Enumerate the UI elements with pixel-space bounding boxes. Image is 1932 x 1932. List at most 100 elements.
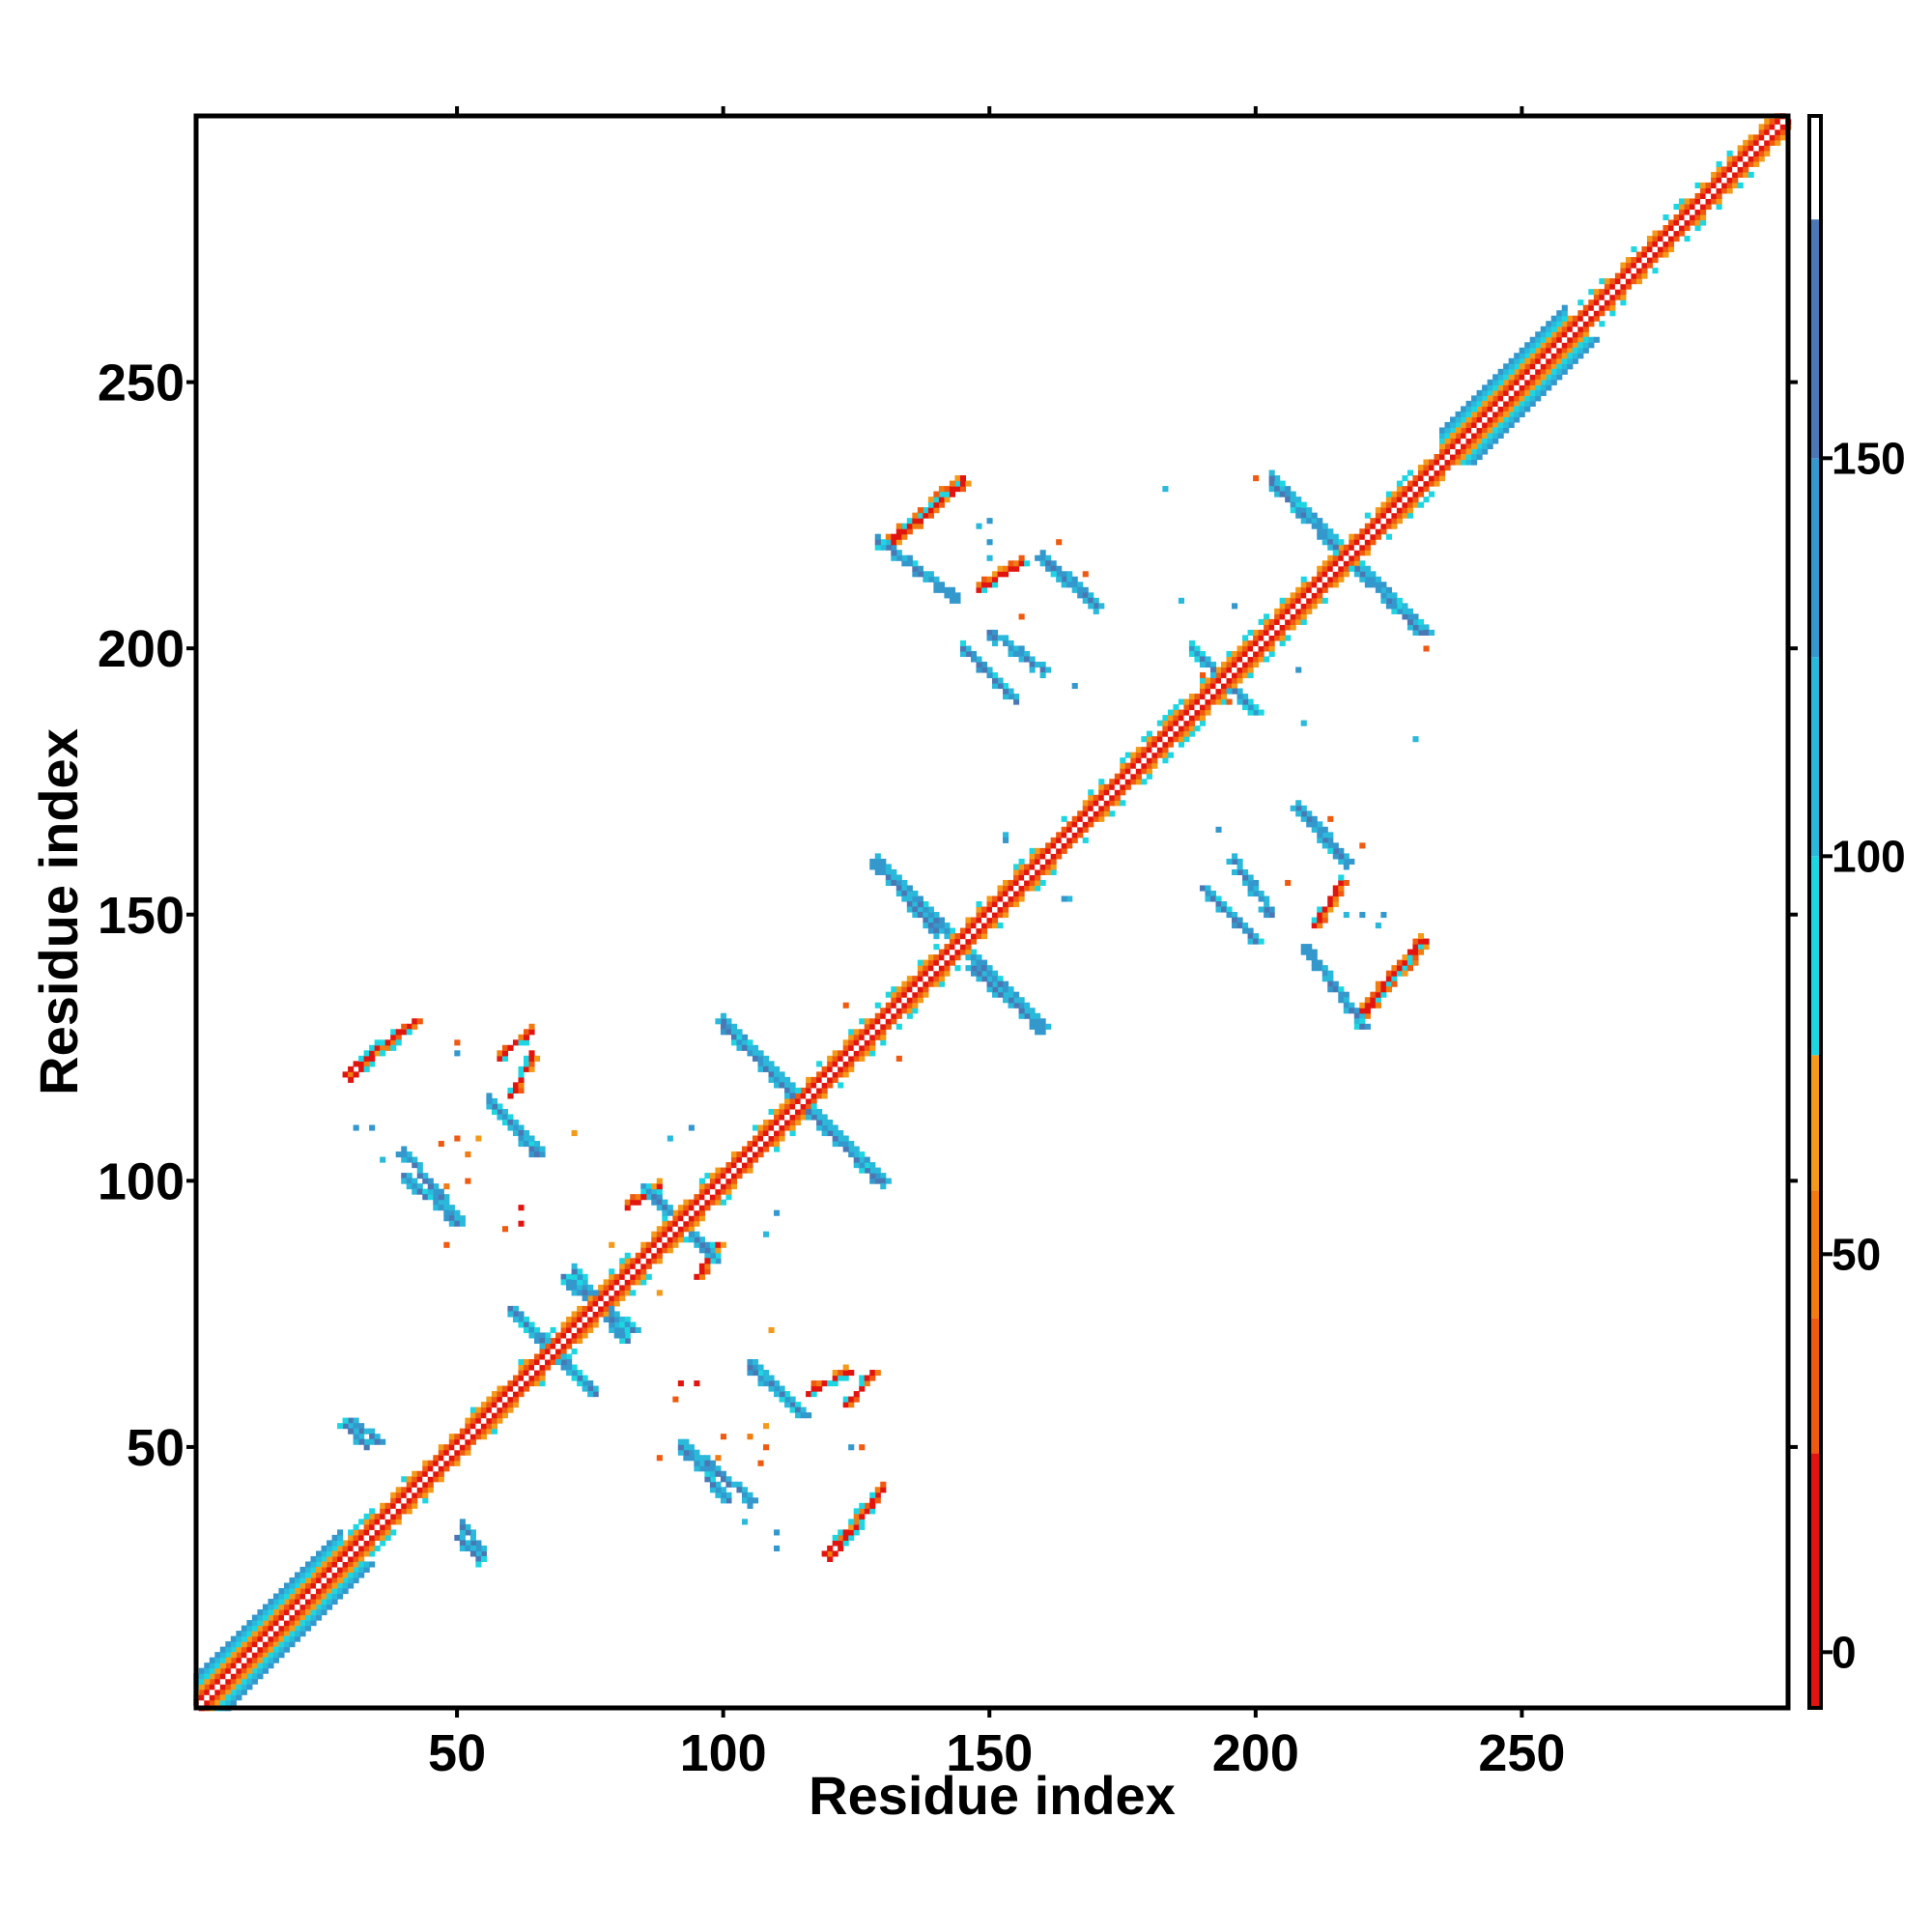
heatmap-cell bbox=[895, 1002, 902, 1009]
heatmap-cell bbox=[1743, 166, 1749, 173]
heatmap-cell bbox=[577, 1284, 583, 1291]
heatmap-cell bbox=[1279, 618, 1286, 625]
heatmap-cell bbox=[1178, 709, 1185, 716]
heatmap-cell bbox=[810, 1114, 817, 1121]
heatmap-cell bbox=[459, 1529, 466, 1536]
heatmap-cell bbox=[959, 938, 967, 945]
heatmap-cell bbox=[363, 1055, 370, 1062]
heatmap-cell bbox=[1775, 128, 1781, 135]
heatmap-cell bbox=[454, 1455, 461, 1462]
heatmap-cell bbox=[219, 1673, 226, 1680]
heatmap-cell bbox=[980, 965, 988, 972]
heatmap-cell bbox=[1311, 826, 1318, 833]
heatmap-cell bbox=[891, 1012, 897, 1019]
heatmap-cell bbox=[1247, 885, 1254, 892]
heatmap-cell bbox=[1412, 954, 1419, 961]
heatmap-cell bbox=[427, 1487, 434, 1493]
heatmap-cell bbox=[1306, 944, 1313, 951]
heatmap-cell bbox=[677, 1438, 684, 1445]
heatmap-cell bbox=[395, 1513, 402, 1520]
heatmap-cell bbox=[1045, 868, 1052, 876]
heatmap-cell bbox=[1188, 645, 1196, 652]
heatmap-cell bbox=[1438, 465, 1446, 471]
heatmap-cell bbox=[294, 1599, 301, 1605]
heatmap-cell bbox=[518, 1375, 525, 1381]
heatmap-cell bbox=[1641, 257, 1648, 264]
heatmap-cell bbox=[1215, 688, 1222, 695]
heatmap-cell bbox=[592, 1290, 599, 1296]
heatmap-cell bbox=[1359, 560, 1366, 567]
heatmap-cell bbox=[1402, 954, 1408, 961]
heatmap-cell bbox=[944, 944, 951, 951]
heatmap-cell bbox=[917, 959, 923, 966]
heatmap-cell bbox=[1327, 565, 1334, 572]
heatmap-cell bbox=[1737, 182, 1744, 188]
heatmap-cell bbox=[1625, 272, 1632, 279]
heatmap-cell bbox=[715, 1018, 722, 1025]
heatmap-cell bbox=[880, 864, 887, 870]
heatmap-cell bbox=[1588, 304, 1595, 311]
heatmap-cell bbox=[1029, 667, 1036, 673]
heatmap-cell bbox=[927, 976, 934, 982]
heatmap-cell bbox=[448, 1449, 455, 1456]
heatmap-cell bbox=[566, 1279, 573, 1286]
heatmap-cell bbox=[1476, 406, 1483, 412]
heatmap-cell bbox=[842, 1370, 849, 1377]
heatmap-cell bbox=[1461, 459, 1467, 466]
heatmap-cell bbox=[412, 1470, 418, 1477]
heatmap-cell bbox=[1359, 528, 1366, 535]
heatmap-cell bbox=[624, 1337, 631, 1345]
heatmap-cell bbox=[390, 1492, 397, 1498]
heatmap-cell bbox=[906, 1008, 913, 1014]
heatmap-cell bbox=[1550, 331, 1557, 338]
heatmap-cell bbox=[475, 1135, 482, 1142]
heatmap-cell bbox=[1093, 800, 1099, 807]
heatmap-cell bbox=[1253, 933, 1260, 940]
heatmap-cell bbox=[662, 1209, 668, 1216]
heatmap-cell bbox=[763, 1146, 770, 1152]
heatmap-cell bbox=[848, 1444, 855, 1451]
heatmap-cell bbox=[1109, 789, 1116, 796]
heatmap-cell bbox=[698, 1188, 705, 1195]
heatmap-cell bbox=[651, 1252, 658, 1259]
heatmap-cell bbox=[1753, 145, 1760, 152]
heatmap-cell bbox=[1487, 416, 1493, 423]
heatmap-cell bbox=[683, 1438, 690, 1445]
heatmap-cell bbox=[283, 1614, 291, 1621]
heatmap-cell bbox=[1285, 635, 1292, 641]
heatmap-cell bbox=[448, 1220, 455, 1227]
heatmap-cell bbox=[1156, 752, 1163, 758]
heatmap-cell bbox=[864, 1023, 870, 1030]
heatmap-cell bbox=[1199, 704, 1207, 711]
heatmap-cell bbox=[1130, 779, 1137, 785]
heatmap-cell bbox=[917, 900, 923, 908]
heatmap-cell bbox=[651, 1194, 658, 1201]
heatmap-cell bbox=[1156, 730, 1163, 737]
heatmap-cell bbox=[1599, 299, 1605, 306]
heatmap-cell bbox=[1135, 757, 1142, 764]
heatmap-cell bbox=[1035, 864, 1041, 870]
heatmap-cell bbox=[613, 1284, 620, 1291]
heatmap-cell bbox=[1236, 923, 1243, 929]
heatmap-cell bbox=[1428, 491, 1435, 497]
heatmap-cell bbox=[1668, 219, 1675, 226]
heatmap-cell bbox=[933, 944, 940, 951]
heatmap-cell bbox=[380, 1050, 386, 1057]
heatmap-cell bbox=[980, 661, 988, 668]
heatmap-cell bbox=[1711, 198, 1718, 205]
heatmap-cell bbox=[859, 1513, 866, 1520]
heatmap-cell bbox=[294, 1572, 301, 1578]
heatmap-cell bbox=[933, 959, 940, 966]
heatmap-cell bbox=[779, 1135, 785, 1142]
heatmap-cell bbox=[1258, 656, 1264, 663]
heatmap-cell bbox=[1232, 677, 1238, 684]
heatmap-cell bbox=[927, 501, 934, 508]
heatmap-cell bbox=[704, 1205, 711, 1211]
heatmap-cell bbox=[694, 1460, 700, 1466]
heatmap-cell bbox=[406, 1029, 412, 1036]
heatmap-cell bbox=[816, 1061, 823, 1067]
y-tick-label: 50 bbox=[127, 1419, 185, 1477]
heatmap-cell bbox=[720, 1497, 726, 1504]
heatmap-cell bbox=[757, 1055, 764, 1062]
heatmap-cell bbox=[662, 1226, 668, 1233]
